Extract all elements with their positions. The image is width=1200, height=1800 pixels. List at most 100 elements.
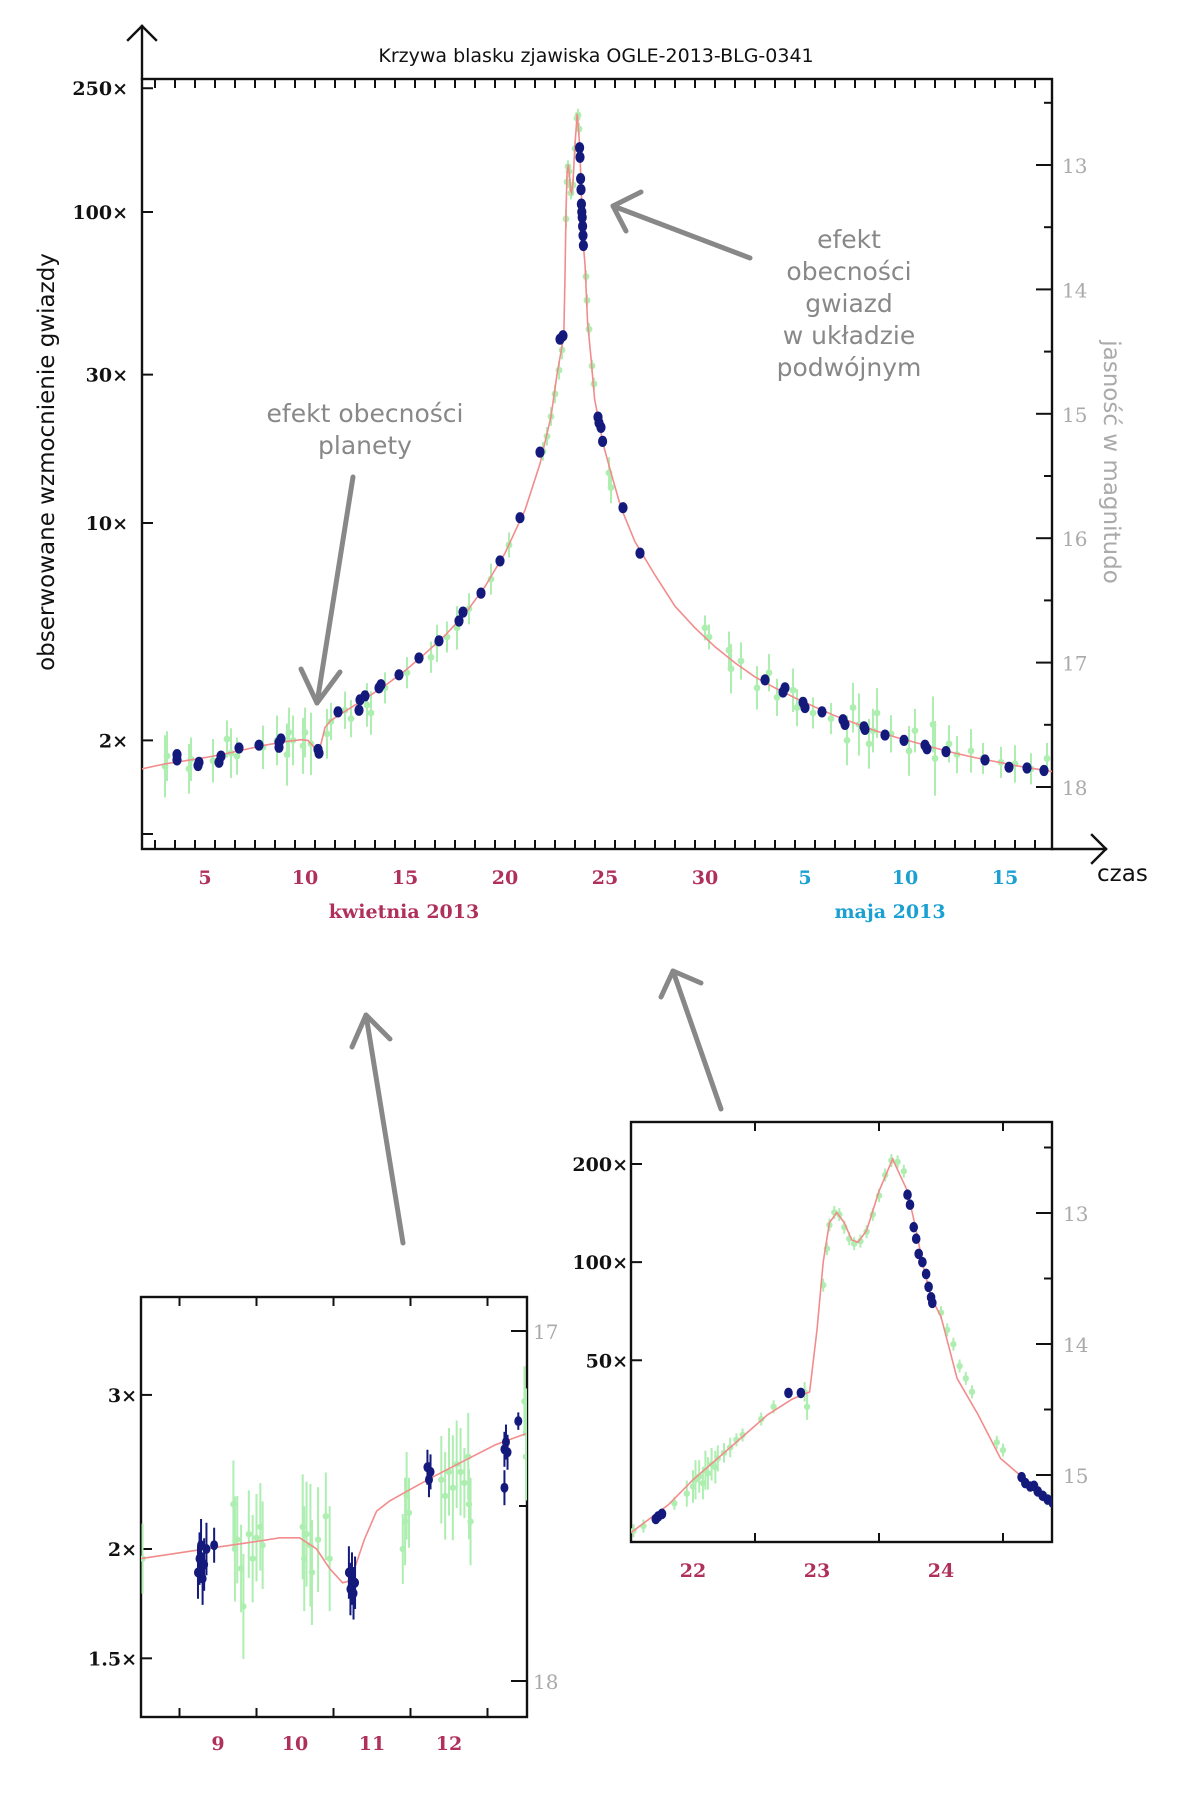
main-ogle-point [598, 435, 608, 447]
main-x-tick-label: 30 [692, 867, 718, 889]
y-axis-right-title: jasność w magnitudo [1098, 339, 1124, 584]
main-mag-tick-label: 15 [1062, 403, 1087, 427]
inset_planet-other-point [438, 1476, 445, 1483]
planet-annotation-line-1: efekt obecności [267, 399, 464, 428]
inset_peak-other-point [900, 1168, 907, 1175]
main-ogle-point [458, 606, 468, 618]
inset_peak-y-tick-label: 100× [572, 1252, 628, 1274]
main-ogle-point [578, 229, 588, 242]
inset_peak-other-point [894, 1158, 901, 1166]
inset_peak-model-curve [631, 1157, 1052, 1534]
inset_peak-ogle-point [657, 1508, 667, 1520]
main-mag-tick-label: 17 [1062, 652, 1087, 676]
main-other-point [849, 704, 857, 711]
inset_peak-y-tick-label: 50× [586, 1350, 628, 1372]
main-ogle-point [194, 756, 204, 768]
inset_peak-other-point [770, 1403, 777, 1410]
inset_peak-mag-tick-label: 14 [1063, 1333, 1088, 1357]
main-other-point [865, 740, 873, 748]
binary-annotation-line-5: podwójnym [777, 353, 922, 382]
main-y-tick-label: 250× [72, 78, 128, 100]
main-ogle-point [394, 669, 404, 681]
inset_planet-other-point [249, 1555, 256, 1562]
inset_planet-y-tick-label: 2× [108, 1539, 137, 1561]
main-ogle-point [360, 690, 370, 702]
main-y-tick-label: 100× [72, 202, 128, 224]
main-ogle-point [880, 729, 890, 741]
annotation-arrows [298, 189, 753, 1246]
inset_peak-other-point [993, 1439, 1000, 1446]
planet-annotation: efekt obecności planety [267, 399, 464, 460]
month-label-april: kwietnia 2013 [329, 901, 479, 923]
inset_planet-data-layer [141, 1366, 527, 1659]
inset_planet-x-tick-label: 9 [211, 1733, 224, 1755]
inset_planet-other-point [303, 1530, 310, 1538]
main-other-point [367, 709, 375, 717]
binary-arrow-icon [610, 189, 753, 261]
main-other-point [347, 715, 355, 722]
inset_peak-ogle-point [903, 1189, 912, 1201]
inset_peak-ogle-point [921, 1268, 931, 1280]
main-x-tick-label: 10 [892, 867, 918, 889]
main-ogle-point [535, 446, 545, 458]
inset_planet-ogle-point [210, 1540, 219, 1551]
inset_planet-ogle-point [501, 1437, 510, 1448]
peak-inset-plot: 22 23 24 200× 100× 50× 13 14 15 [572, 1120, 1088, 1582]
main-model-curve [142, 113, 1052, 773]
main-ogle-point [596, 421, 606, 433]
main-ogle-point [780, 682, 790, 694]
inset_peak-y-tick-label: 200× [572, 1154, 628, 1176]
main-ogle-point [817, 706, 827, 718]
main-mag-tick-label: 13 [1062, 154, 1087, 178]
main-x-tick-label: 5 [798, 867, 811, 889]
main-ogle-point [575, 151, 585, 163]
inset_planet-x-tick-label: 10 [282, 1733, 308, 1755]
main-ogle-point [234, 742, 244, 754]
inset_peak-other-point [950, 1341, 957, 1348]
inset_planet-ogle-point [351, 1577, 360, 1588]
inset_peak-other-point [683, 1490, 690, 1497]
main-other-point [773, 693, 781, 701]
main-ogle-point [922, 743, 932, 755]
inset_planet-mag-tick-label: 17 [533, 1320, 558, 1344]
main-ogle-point [376, 679, 386, 691]
inset_planet-other-point [240, 1603, 247, 1610]
main-other-point [765, 669, 773, 677]
main-ogle-point [575, 142, 585, 154]
main-ogle-point [576, 173, 586, 185]
main-ogle-point [454, 615, 464, 627]
main-other-point [701, 624, 709, 632]
inset_peak-mag-tick-label: 13 [1063, 1202, 1088, 1226]
inset_peak-x-tick-label: 22 [680, 1560, 706, 1582]
inset_planet-other-point [259, 1542, 266, 1549]
inset_planet-x-tick-label: 12 [436, 1733, 462, 1755]
main-data-layer [142, 108, 1052, 798]
inset_planet-ogle-point [514, 1416, 523, 1427]
main-ogle-point [899, 734, 909, 746]
main-other-point [233, 752, 241, 760]
inset_peak-frame [629, 1120, 1054, 1544]
main-other-point [1043, 755, 1051, 762]
inset_planet-y-tick-label: 3× [108, 1385, 137, 1407]
binary-annotation-line-2: obecności [786, 257, 911, 286]
inset_planet-other-point [322, 1513, 329, 1520]
inset_planet-ogle-point [349, 1588, 358, 1599]
main-ogle-point [577, 211, 587, 224]
main-ogle-point [333, 706, 343, 718]
main-other-point [223, 735, 231, 743]
main-other-point [873, 709, 881, 717]
main-other-point [285, 729, 293, 736]
inset_planet-x-tick-label: 11 [359, 1733, 385, 1755]
inset_planet-other-point [449, 1484, 457, 1491]
y-axis-arrow-icon [126, 24, 158, 81]
main-ogle-point [515, 512, 525, 524]
main-y-tick-label: 2× [99, 730, 128, 752]
inset_peak-other-point [704, 1470, 712, 1477]
main-x-tick-label: 10 [292, 867, 318, 889]
inset_planet-other-point [405, 1509, 413, 1516]
inset_planet-ogle-point [426, 1466, 435, 1477]
inset_planet-other-point [441, 1492, 449, 1500]
month-label-may: maja 2013 [834, 901, 945, 923]
inset_planet-ogle-point [500, 1482, 509, 1493]
main-other-point [607, 484, 615, 491]
